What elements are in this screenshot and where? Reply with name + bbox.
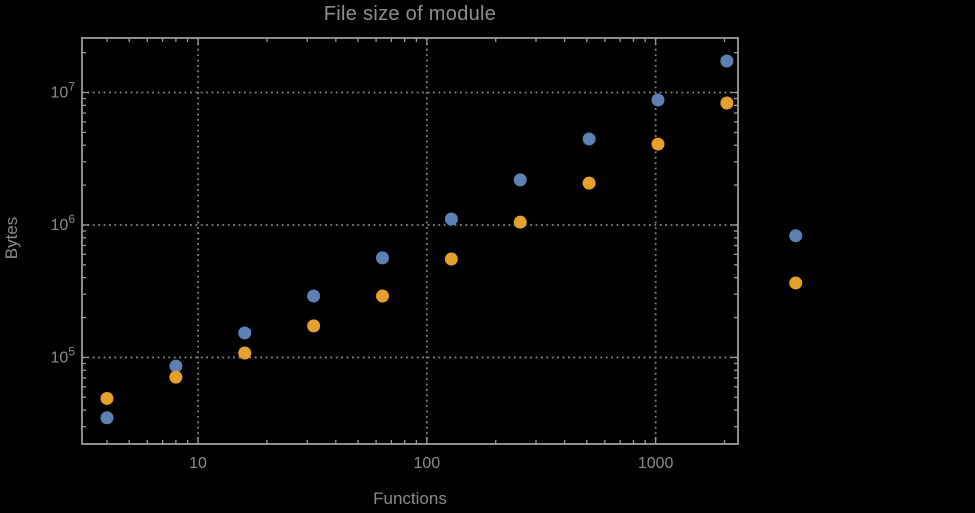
- y-tick-label: 107: [51, 80, 76, 102]
- data-point: [720, 54, 734, 68]
- data-point: [789, 276, 803, 290]
- x-tick-label: 100: [413, 455, 440, 472]
- data-point: [375, 289, 389, 303]
- data-point: [169, 370, 183, 384]
- data-point: [651, 93, 665, 107]
- data-point: [720, 96, 734, 110]
- y-tick-label: 105: [51, 344, 76, 366]
- y-axis-label: Bytes: [2, 216, 21, 260]
- data-point: [513, 215, 527, 229]
- data-point: [789, 229, 803, 243]
- data-point: [444, 212, 458, 226]
- x-tick-label: 10: [189, 455, 207, 472]
- data-point: [307, 289, 321, 303]
- y-tick-label: 106: [51, 212, 76, 234]
- data-point: [444, 252, 458, 266]
- data-point: [238, 346, 252, 360]
- data-point: [651, 137, 665, 151]
- plot-frame: [81, 37, 739, 445]
- data-point: [307, 319, 321, 333]
- data-point: [582, 132, 596, 146]
- data-point: [100, 391, 114, 405]
- x-axis-label: Functions: [373, 489, 447, 508]
- data-point: [238, 326, 252, 340]
- x-tick-label: 1000: [638, 455, 674, 472]
- data-point: [375, 251, 389, 265]
- data-point: [582, 176, 596, 190]
- data-point: [100, 411, 114, 425]
- data-point: [169, 359, 183, 373]
- chart-title: File size of module: [323, 3, 497, 25]
- data-point: [513, 173, 527, 187]
